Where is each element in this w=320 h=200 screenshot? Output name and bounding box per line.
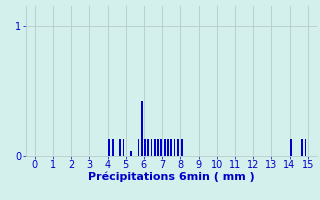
- Bar: [123, 139, 124, 156]
- Bar: [181, 139, 183, 156]
- Bar: [112, 139, 114, 156]
- Bar: [108, 139, 110, 156]
- Bar: [177, 139, 179, 156]
- Bar: [157, 139, 159, 156]
- X-axis label: Précipitations 6min ( mm ): Précipitations 6min ( mm ): [88, 172, 255, 182]
- Bar: [138, 139, 139, 156]
- Bar: [147, 139, 149, 156]
- Bar: [141, 101, 143, 156]
- Bar: [119, 139, 121, 156]
- Bar: [160, 139, 162, 156]
- Bar: [130, 151, 132, 156]
- Bar: [305, 139, 307, 156]
- Bar: [170, 139, 172, 156]
- Bar: [167, 139, 169, 156]
- Bar: [144, 139, 146, 156]
- Bar: [301, 139, 303, 156]
- Bar: [291, 139, 292, 156]
- Bar: [173, 139, 175, 156]
- Bar: [164, 139, 165, 156]
- Bar: [151, 139, 152, 156]
- Bar: [154, 139, 156, 156]
